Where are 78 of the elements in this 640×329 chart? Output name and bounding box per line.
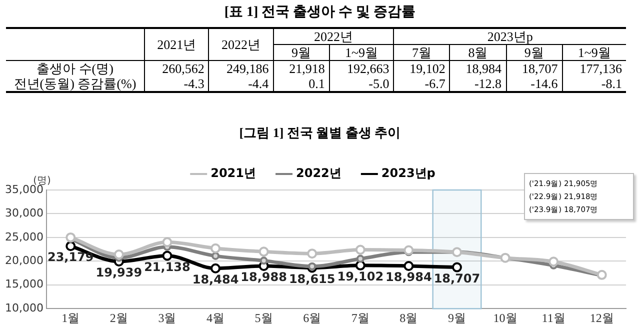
x-tick-label: 2월 <box>110 310 128 325</box>
text: -6.7 <box>424 76 446 91</box>
data-label: 18,707 <box>434 271 480 286</box>
data-label: 19,939 <box>96 266 142 280</box>
text: -4.4 <box>248 76 269 91</box>
x-tick-label: 8월 <box>400 310 418 325</box>
point <box>258 246 269 257</box>
text: 21,918 <box>289 61 325 76</box>
data-label: 18,984 <box>386 270 432 284</box>
point <box>66 232 76 242</box>
x-tick-label: 7월 <box>351 310 370 325</box>
data-label: 21,138 <box>144 260 190 274</box>
point <box>162 250 172 261</box>
x-tick-label: 9월 <box>448 310 466 325</box>
point <box>355 260 366 270</box>
x-tick-label: 11월 <box>542 310 566 325</box>
point <box>66 241 76 252</box>
text: [표 1] 전국 출생아 수 및 증감률 <box>223 4 417 21</box>
point <box>307 248 318 259</box>
y-tick-label: 25,000 <box>4 230 44 244</box>
category-label: 7월 <box>394 44 450 60</box>
category-label: 1~9월 <box>562 44 626 60</box>
text: -4.3 <box>184 76 204 91</box>
x-tick-label: 10월 <box>493 310 518 325</box>
category-label: 9월 <box>506 44 562 60</box>
text: -8.1 <box>601 76 622 91</box>
category-label: 출생아 수(명) <box>36 61 114 76</box>
category-label: 전년(동월) 증감률(%) <box>14 76 136 91</box>
category-label: 2022년 <box>208 28 274 60</box>
legend-label: 2021년 <box>210 166 256 180</box>
text: 2022년 <box>273 28 394 44</box>
y-tick-label: 20,000 <box>4 254 44 268</box>
text: 177,136 <box>580 61 622 76</box>
text: -14.6 <box>530 76 558 91</box>
point <box>210 263 221 274</box>
point <box>210 243 221 254</box>
category-label: 2021년 <box>144 28 209 60</box>
y-tick-label: 15,000 <box>4 278 44 291</box>
y-tick-label: 30,000 <box>4 206 44 220</box>
text: -5.0 <box>368 76 390 91</box>
text: 249,186 <box>226 61 269 76</box>
point <box>260 256 268 265</box>
category-label: 8월 <box>450 44 506 60</box>
point <box>355 244 366 255</box>
chart-title: [그림 1] 전국 월별 출생 추이 <box>238 124 402 142</box>
data-label: 18,988 <box>240 270 287 284</box>
x-tick-label: 4월 <box>206 310 225 325</box>
x-tick-label: 5월 <box>254 310 273 325</box>
data-label: 23,179 <box>47 250 94 264</box>
text: 192,663 <box>346 61 390 76</box>
point <box>162 237 172 248</box>
point <box>404 260 414 271</box>
point <box>452 262 462 272</box>
x-tick-label: 6월 <box>303 310 322 325</box>
text: 19,102 <box>410 61 446 76</box>
text: 2023년p <box>394 28 626 44</box>
point <box>404 245 414 256</box>
point <box>114 250 124 260</box>
text: 260,562 <box>162 61 204 76</box>
y-tick-label: 10,000 <box>4 301 44 314</box>
x-tick-label: 1월 <box>62 310 80 325</box>
point <box>308 262 316 270</box>
data-label: 18,484 <box>192 272 239 286</box>
data-label: 19,102 <box>337 270 384 284</box>
text: 18,984 <box>466 61 502 76</box>
data-label: 18,615 <box>288 272 336 286</box>
category-label: 1~9월 <box>329 44 394 60</box>
text: 18,707 <box>522 61 558 76</box>
point <box>356 254 364 263</box>
text: -12.8 <box>474 76 502 91</box>
text: 0.1 <box>308 76 325 91</box>
legend-label: 2023년p <box>381 166 436 180</box>
x-tick-label: 12월 <box>590 310 614 325</box>
point <box>212 252 220 260</box>
category-label: 9월 <box>273 44 330 60</box>
legend-label: 2022년 <box>296 166 342 180</box>
point <box>548 256 559 267</box>
x-tick-label: 3월 <box>158 310 176 325</box>
